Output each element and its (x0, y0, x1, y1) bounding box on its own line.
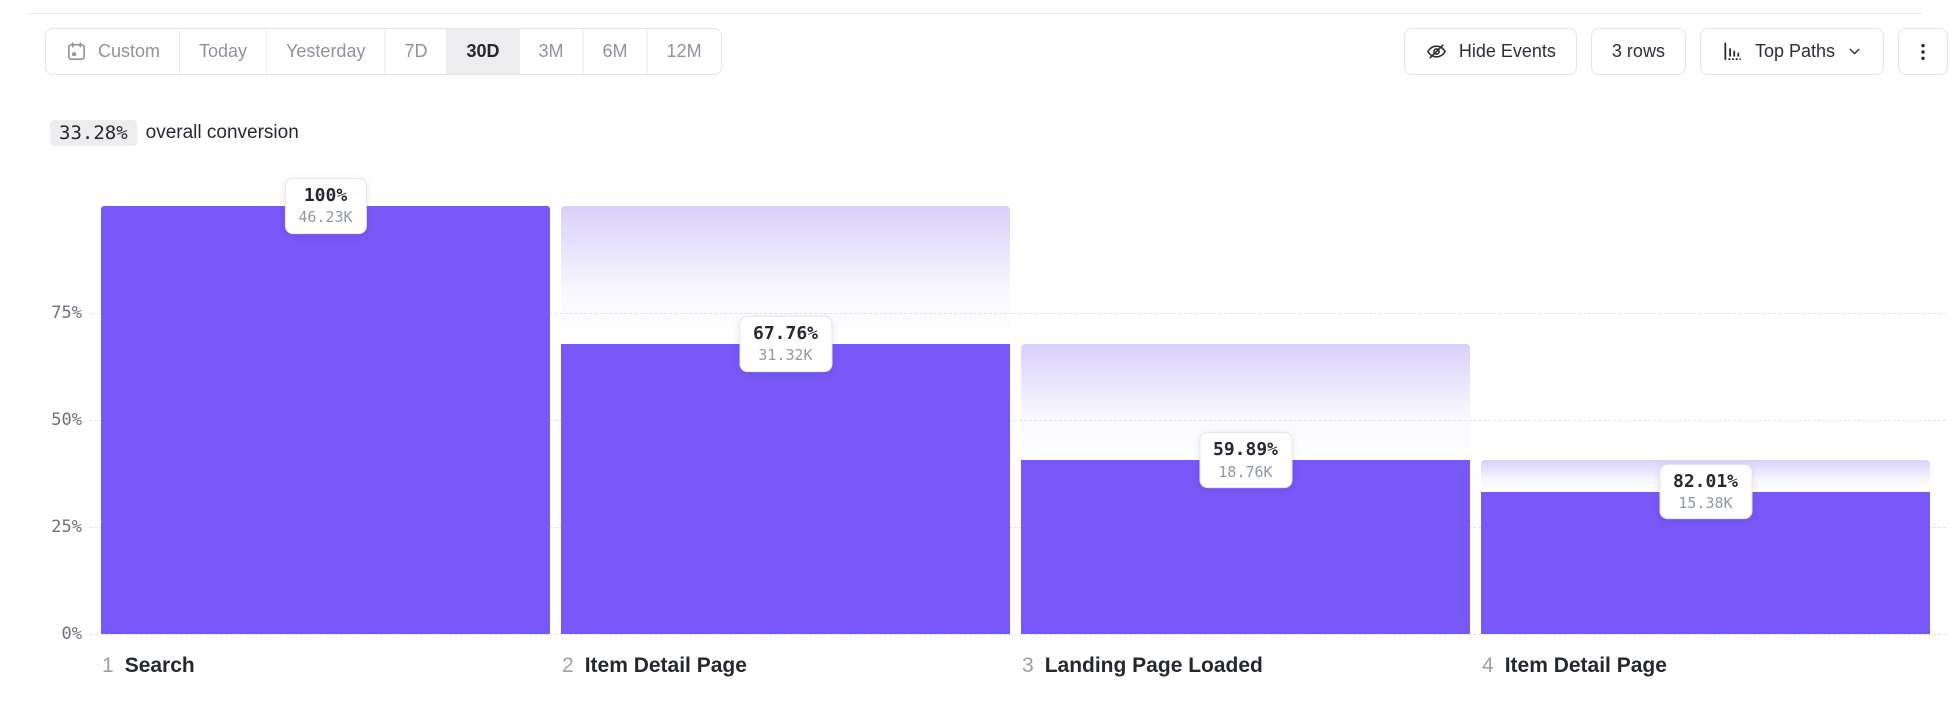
tooltip-count: 18.76K (1218, 462, 1273, 481)
overall-conversion-summary: 33.28% overall conversion (50, 120, 299, 146)
eye-off-icon (1425, 40, 1448, 63)
date-range-6m[interactable]: 6M (584, 29, 648, 74)
tooltip-conversion-pct: 82.01% (1672, 470, 1739, 492)
date-range-label: 3M (538, 41, 564, 61)
tooltip-conversion-pct: 100% (303, 185, 348, 207)
overall-conversion-label: overall conversion (145, 122, 299, 143)
funnel-step-column: 67.76% 31.32K 2 Item Detail Page (561, 206, 1010, 677)
funnel-chart: 100% 46.23K 1 Search 67.76% 31.32K 2 Item Detai… (90, 178, 1946, 677)
funnel-bar[interactable] (101, 206, 550, 634)
funnel-step-column: 100% 46.23K 1 Search (101, 178, 550, 677)
date-range-label: Today (199, 41, 248, 61)
funnel-bar[interactable] (1021, 460, 1470, 634)
conversion-tooltip: 67.76% 31.32K (738, 316, 833, 372)
step-number: 4 (1482, 654, 1494, 677)
y-axis-tick-label: 0% (61, 624, 82, 644)
date-range-today[interactable]: Today (180, 29, 268, 74)
rows-label: 3 rows (1611, 41, 1665, 61)
step-number: 3 (1022, 654, 1034, 677)
y-axis-tick-label: 25% (51, 517, 82, 537)
top-divider (28, 13, 1922, 14)
overall-conversion-value: 33.28% (50, 120, 137, 146)
step-label[interactable]: 4 Item Detail Page (1482, 654, 1667, 678)
step-label[interactable]: 2 Item Detail Page (562, 654, 747, 678)
calendar-icon (65, 40, 88, 63)
hide-events-label: Hide Events (1458, 41, 1556, 61)
funnel-bar[interactable] (561, 344, 1010, 634)
toolbar: Custom Today Yesterday 7D 30D 3M 6M 12M Hide Ev… (45, 28, 1948, 75)
gridline-0% (90, 634, 1946, 635)
step-number: 1 (102, 654, 114, 677)
kebab-menu-icon (1912, 41, 1934, 63)
toolbar-right-group: Hide Events 3 rows Top Paths (1403, 28, 1948, 75)
step-name: Search (124, 654, 195, 677)
step-label[interactable]: 1 Search (102, 654, 195, 678)
date-range-label: Custom (98, 41, 161, 61)
date-range-yesterday[interactable]: Yesterday (267, 29, 386, 74)
top-paths-label: Top Paths (1754, 41, 1835, 61)
bar-chart-icon (1721, 40, 1744, 63)
top-paths-button[interactable]: Top Paths (1699, 28, 1884, 75)
y-axis-tick-label: 50% (51, 410, 82, 430)
date-range-label: 30D (466, 41, 500, 61)
date-range-label: 12M (666, 41, 702, 61)
date-range-7d[interactable]: 7D (385, 29, 448, 74)
tooltip-count: 15.38K (1678, 493, 1733, 512)
date-range-label: 6M (602, 41, 628, 61)
more-options-button[interactable] (1898, 28, 1948, 75)
tooltip-count: 31.32K (758, 346, 813, 365)
tooltip-conversion-pct: 67.76% (752, 323, 819, 345)
step-number: 2 (562, 654, 574, 677)
step-label[interactable]: 3 Landing Page Loaded (1022, 654, 1263, 678)
funnel-step-column: 59.89% 18.76K 3 Landing Page Loaded (1021, 206, 1470, 677)
tooltip-conversion-pct: 59.89% (1212, 439, 1279, 461)
rows-button[interactable]: 3 rows (1590, 28, 1686, 75)
date-range-label: 7D (404, 41, 428, 61)
conversion-tooltip: 82.01% 15.38K (1658, 463, 1753, 520)
conversion-tooltip: 59.89% 18.76K (1198, 432, 1293, 489)
step-name: Item Detail Page (1504, 654, 1667, 677)
hide-events-button[interactable]: Hide Events (1403, 28, 1577, 75)
date-range-picker: Custom Today Yesterday 7D 30D 3M 6M 12M (45, 28, 722, 75)
date-range-custom[interactable]: Custom (46, 29, 181, 74)
date-range-label: Yesterday (286, 41, 366, 61)
date-range-12m[interactable]: 12M (648, 29, 721, 74)
chevron-down-icon (1846, 43, 1863, 60)
step-name: Landing Page Loaded (1044, 654, 1263, 677)
conversion-tooltip: 100% 46.23K (284, 178, 367, 234)
y-axis-tick-label: 75% (51, 303, 82, 323)
funnel-step-column: 82.01% 15.38K 4 Item Detail Page (1481, 206, 1930, 677)
y-axis: 75% 50% 25% 0% (28, 206, 82, 644)
date-range-30d[interactable]: 30D (447, 29, 520, 74)
step-name: Item Detail Page (584, 654, 747, 677)
date-range-3m[interactable]: 3M (520, 29, 584, 74)
tooltip-count: 46.23K (298, 208, 353, 227)
